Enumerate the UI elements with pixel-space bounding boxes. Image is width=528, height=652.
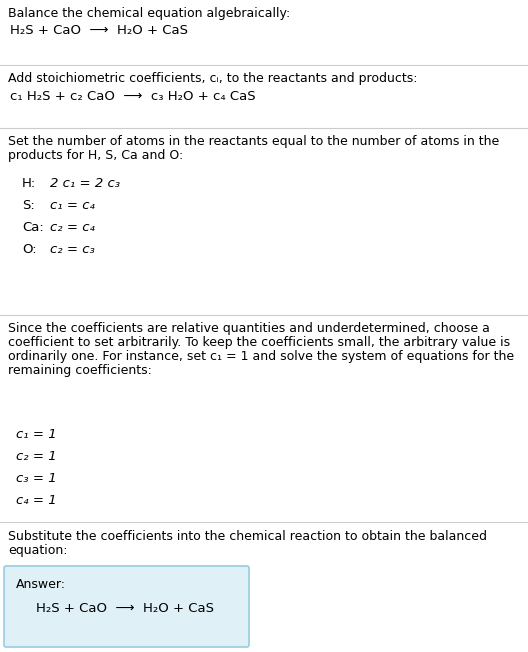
Text: Balance the chemical equation algebraically:: Balance the chemical equation algebraica… [8, 7, 290, 20]
Text: c₂ = c₄: c₂ = c₄ [50, 221, 95, 234]
Text: c₂ = c₃: c₂ = c₃ [50, 243, 95, 256]
Text: Substitute the coefficients into the chemical reaction to obtain the balanced: Substitute the coefficients into the che… [8, 530, 487, 543]
Text: H₂S + CaO  ⟶  H₂O + CaS: H₂S + CaO ⟶ H₂O + CaS [36, 602, 214, 615]
Text: c₁ H₂S + c₂ CaO  ⟶  c₃ H₂O + c₄ CaS: c₁ H₂S + c₂ CaO ⟶ c₃ H₂O + c₄ CaS [10, 90, 256, 103]
Text: 2 c₁ = 2 c₃: 2 c₁ = 2 c₃ [50, 177, 120, 190]
Text: c₂ = 1: c₂ = 1 [16, 450, 56, 463]
Text: c₁ = 1: c₁ = 1 [16, 428, 56, 441]
Text: Ca:: Ca: [22, 221, 44, 234]
Text: c₄ = 1: c₄ = 1 [16, 494, 56, 507]
Text: S:: S: [22, 199, 35, 212]
Text: c₁ = c₄: c₁ = c₄ [50, 199, 95, 212]
Text: c₃ = 1: c₃ = 1 [16, 472, 56, 485]
Text: remaining coefficients:: remaining coefficients: [8, 364, 152, 377]
Text: equation:: equation: [8, 544, 68, 557]
Text: products for H, S, Ca and O:: products for H, S, Ca and O: [8, 149, 183, 162]
Text: Answer:: Answer: [16, 578, 66, 591]
Text: Set the number of atoms in the reactants equal to the number of atoms in the: Set the number of atoms in the reactants… [8, 135, 499, 148]
Text: Since the coefficients are relative quantities and underdetermined, choose a: Since the coefficients are relative quan… [8, 322, 490, 335]
FancyBboxPatch shape [4, 566, 249, 647]
Text: O:: O: [22, 243, 36, 256]
Text: H:: H: [22, 177, 36, 190]
Text: ordinarily one. For instance, set c₁ = 1 and solve the system of equations for t: ordinarily one. For instance, set c₁ = 1… [8, 350, 514, 363]
Text: H₂S + CaO  ⟶  H₂O + CaS: H₂S + CaO ⟶ H₂O + CaS [10, 24, 188, 37]
Text: Add stoichiometric coefficients, cᵢ, to the reactants and products:: Add stoichiometric coefficients, cᵢ, to … [8, 72, 418, 85]
Text: coefficient to set arbitrarily. To keep the coefficients small, the arbitrary va: coefficient to set arbitrarily. To keep … [8, 336, 510, 349]
